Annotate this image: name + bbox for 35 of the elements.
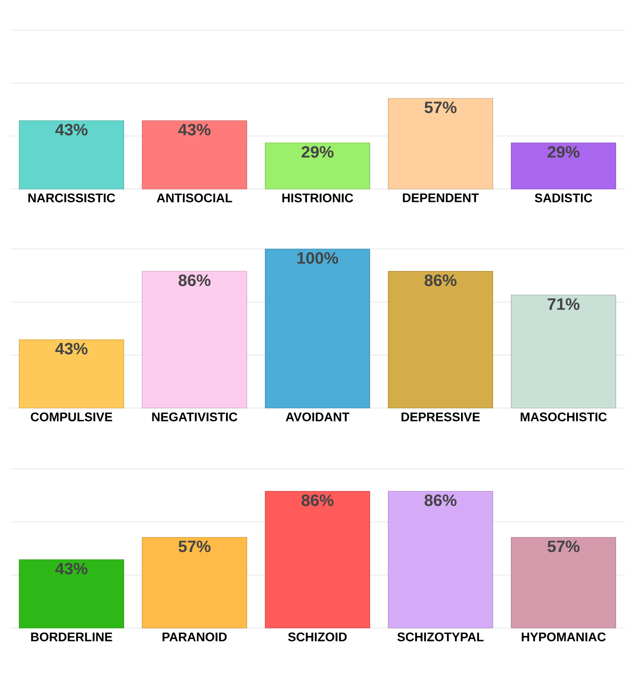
bar (264, 248, 370, 408)
data-label: 29% (548, 146, 580, 158)
data-label: 100% (298, 252, 338, 264)
data-label: 43% (55, 124, 88, 136)
x-tick-label: AVOIDANT (286, 412, 350, 422)
bar (142, 270, 248, 408)
x-tick-label: COMPULSIVE (30, 412, 112, 422)
data-label: 29% (302, 146, 334, 158)
x-tick-label: SCHIZOID (288, 632, 347, 642)
data-label: 86% (302, 494, 334, 506)
x-tick-label: DEPENDENT (402, 194, 479, 202)
x-tick-label: NARCISSISTIC (28, 194, 116, 202)
bar (510, 294, 616, 408)
data-label: 57% (178, 540, 211, 552)
x-tick-label: BORDERLINE (31, 632, 112, 642)
data-label: 71% (548, 298, 580, 310)
x-tick-label: SCHIZOTYPAL (397, 632, 484, 642)
data-label: 43% (178, 124, 211, 136)
x-tick-label: ANTISOCIAL (156, 194, 232, 202)
x-tick-label: PARANOID (162, 632, 227, 642)
x-tick-label: SADISTIC (534, 194, 592, 202)
data-label: 86% (178, 274, 211, 286)
data-label: 86% (424, 494, 457, 506)
x-tick-label: MASOCHISTIC (520, 412, 607, 422)
data-label: 86% (424, 274, 457, 286)
bar (388, 270, 494, 408)
x-tick-label: HISTRIONIC (282, 194, 354, 202)
data-label: 43% (55, 562, 88, 574)
x-tick-label: NEGATIVISTIC (152, 412, 238, 422)
bar (18, 339, 124, 408)
x-tick-label: DEPRESSIVE (402, 412, 480, 422)
x-tick-label: HYPOMANIAC (522, 632, 606, 642)
data-label: 57% (424, 102, 457, 114)
data-label: 43% (55, 342, 88, 354)
data-label: 57% (548, 540, 580, 552)
